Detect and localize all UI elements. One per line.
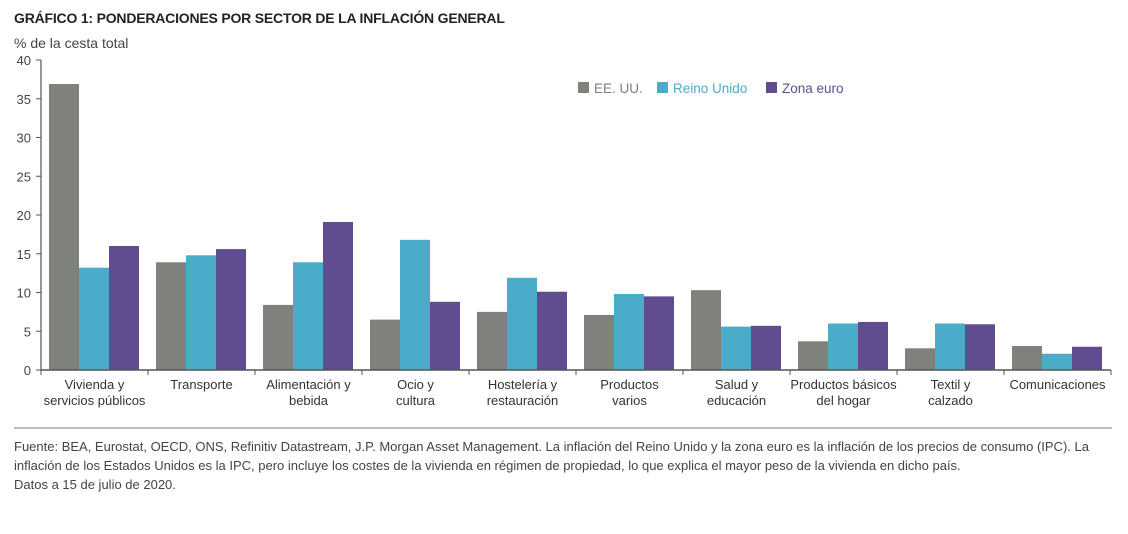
legend-swatch [578, 82, 589, 93]
legend-label: Reino Unido [673, 81, 747, 96]
x-category-label: Alimentación y bebida [266, 377, 351, 408]
bar-reino-unido-7 [828, 323, 858, 370]
x-category-label: Textil y calzado [928, 377, 973, 408]
bar-ee-uu--2 [263, 304, 293, 370]
legend-label: EE. UU. [594, 81, 643, 96]
bar-reino-unido-8 [935, 323, 965, 370]
bar-ee-uu--6 [691, 290, 721, 370]
x-category-label: Transporte [170, 377, 232, 392]
chart-title: GRÁFICO 1: PONDERACIONES POR SECTOR DE L… [14, 10, 505, 26]
bar-reino-unido-5 [614, 294, 644, 370]
bar-ee-uu--7 [798, 341, 828, 370]
legend-swatch [657, 82, 668, 93]
bar-ee-uu--1 [156, 262, 186, 370]
bar-ee-uu--0 [49, 84, 79, 371]
x-category-label: Ocio y cultura [396, 377, 436, 408]
bar-reino-unido-6 [721, 326, 751, 370]
bar-ee-uu--3 [370, 319, 400, 370]
bar-reino-unido-0 [79, 267, 109, 370]
y-axis-unit-label: % de la cesta total [14, 35, 129, 51]
x-category-label: Vivienda y servicios públicos [44, 377, 146, 408]
legend-label: Zona euro [782, 81, 844, 96]
y-tick-label: 30 [17, 131, 31, 146]
bar-reino-unido-4 [507, 277, 537, 370]
y-tick-label: 10 [17, 286, 31, 301]
y-tick-label: 0 [24, 363, 31, 378]
x-category-label: Productos básicos del hogar [790, 377, 897, 408]
bar-reino-unido-2 [293, 262, 323, 370]
y-tick-label: 20 [17, 208, 31, 223]
bar-zona-euro-2 [323, 221, 353, 370]
x-category-label: Hostelería y restauración [487, 377, 559, 408]
bar-zona-euro-8 [965, 324, 995, 370]
y-tick-label: 25 [17, 169, 31, 184]
legend-swatch [766, 82, 777, 93]
bar-ee-uu--9 [1012, 345, 1042, 370]
bar-reino-unido-9 [1042, 353, 1072, 370]
bar-reino-unido-1 [186, 255, 216, 370]
x-category-label: Salud y educación [707, 377, 766, 408]
footer-notes: Fuente: BEA, Eurostat, OECD, ONS, Refini… [14, 437, 1114, 494]
bar-zona-euro-7 [858, 321, 888, 370]
source-note: Fuente: BEA, Eurostat, OECD, ONS, Refini… [14, 439, 1089, 473]
y-tick-label: 40 [17, 53, 31, 68]
y-tick-label: 15 [17, 247, 31, 262]
bar-zona-euro-5 [644, 296, 674, 370]
bar-zona-euro-0 [109, 246, 139, 370]
axes-layer: 0 5 10 15 20 25 30 35 40 Vivienda y servicios públ… [17, 53, 1112, 408]
date-note: Datos a 15 de julio de 2020. [14, 477, 176, 492]
bar-zona-euro-1 [216, 249, 246, 370]
y-tick-label: 5 [24, 324, 31, 339]
bar-ee-uu--4 [477, 311, 507, 370]
bar-zona-euro-6 [751, 325, 781, 370]
bar-reino-unido-3 [400, 239, 430, 370]
bar-zona-euro-4 [537, 291, 567, 370]
bar-zona-euro-9 [1072, 346, 1102, 370]
x-category-label: Productos varios [600, 377, 659, 408]
x-category-label: Comunicaciones [1009, 377, 1106, 392]
bar-ee-uu--5 [584, 314, 614, 370]
bars-layer [49, 84, 1102, 371]
bar-ee-uu--8 [905, 348, 935, 370]
footer-divider [14, 427, 1112, 429]
legend: EE. UU. Reino Unido Zona euro [578, 81, 844, 96]
bar-chart: 0 5 10 15 20 25 30 35 40 Vivienda y servicios públ… [17, 53, 1112, 408]
y-tick-label: 35 [17, 92, 31, 107]
bar-zona-euro-3 [430, 301, 460, 370]
